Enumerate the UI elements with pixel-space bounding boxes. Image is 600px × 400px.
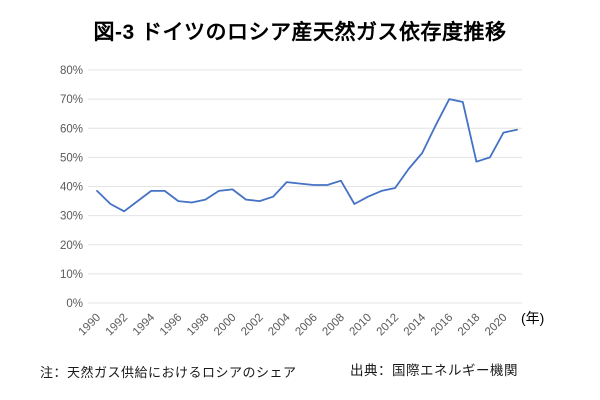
- x-tick-label: 2008: [320, 312, 347, 339]
- x-tick-label: 1998: [185, 312, 212, 339]
- y-tick-label: 40%: [60, 182, 83, 194]
- y-tick-label: 20%: [60, 240, 83, 252]
- y-tick-label: 10%: [60, 269, 83, 281]
- x-tick-label: 1994: [131, 311, 158, 338]
- x-tick-label: 2012: [375, 312, 402, 339]
- chart-title: 図-3 ドイツのロシア産天然ガス依存度推移: [93, 21, 507, 44]
- x-tick-label: 2006: [293, 312, 320, 339]
- x-tick-label: 2020: [483, 312, 510, 339]
- x-tick-label: 1992: [104, 312, 131, 339]
- x-tick-label: 2002: [239, 312, 266, 339]
- x-tick-label: 1996: [158, 312, 185, 339]
- footnote: 注：天然ガス供給におけるロシアのシェア: [40, 365, 297, 380]
- source-note: 出典：国際エネルギー機関: [350, 363, 518, 378]
- x-tick-label: 2018: [456, 312, 483, 339]
- x-axis-unit-label: (年): [521, 310, 545, 326]
- y-tick-label: 80%: [60, 65, 83, 77]
- y-tick-label: 70%: [60, 94, 83, 106]
- x-tick-label: 2000: [212, 312, 239, 339]
- line-chart: 0%10%20%30%40%50%60%70%80%1990 1992 1994 19…: [60, 65, 522, 339]
- x-tick-label: 2014: [402, 311, 429, 338]
- y-tick-label: 60%: [60, 123, 83, 135]
- dependency-line-series: [96, 98, 518, 213]
- x-tick-label: 2010: [348, 312, 375, 339]
- x-tick-label: 2016: [429, 312, 456, 339]
- y-tick-label: 50%: [60, 152, 83, 164]
- x-tick-label: 1990: [77, 312, 104, 339]
- y-tick-label: 30%: [60, 211, 83, 223]
- y-tick-label: 0%: [66, 298, 83, 310]
- x-tick-label: 2004: [266, 311, 293, 338]
